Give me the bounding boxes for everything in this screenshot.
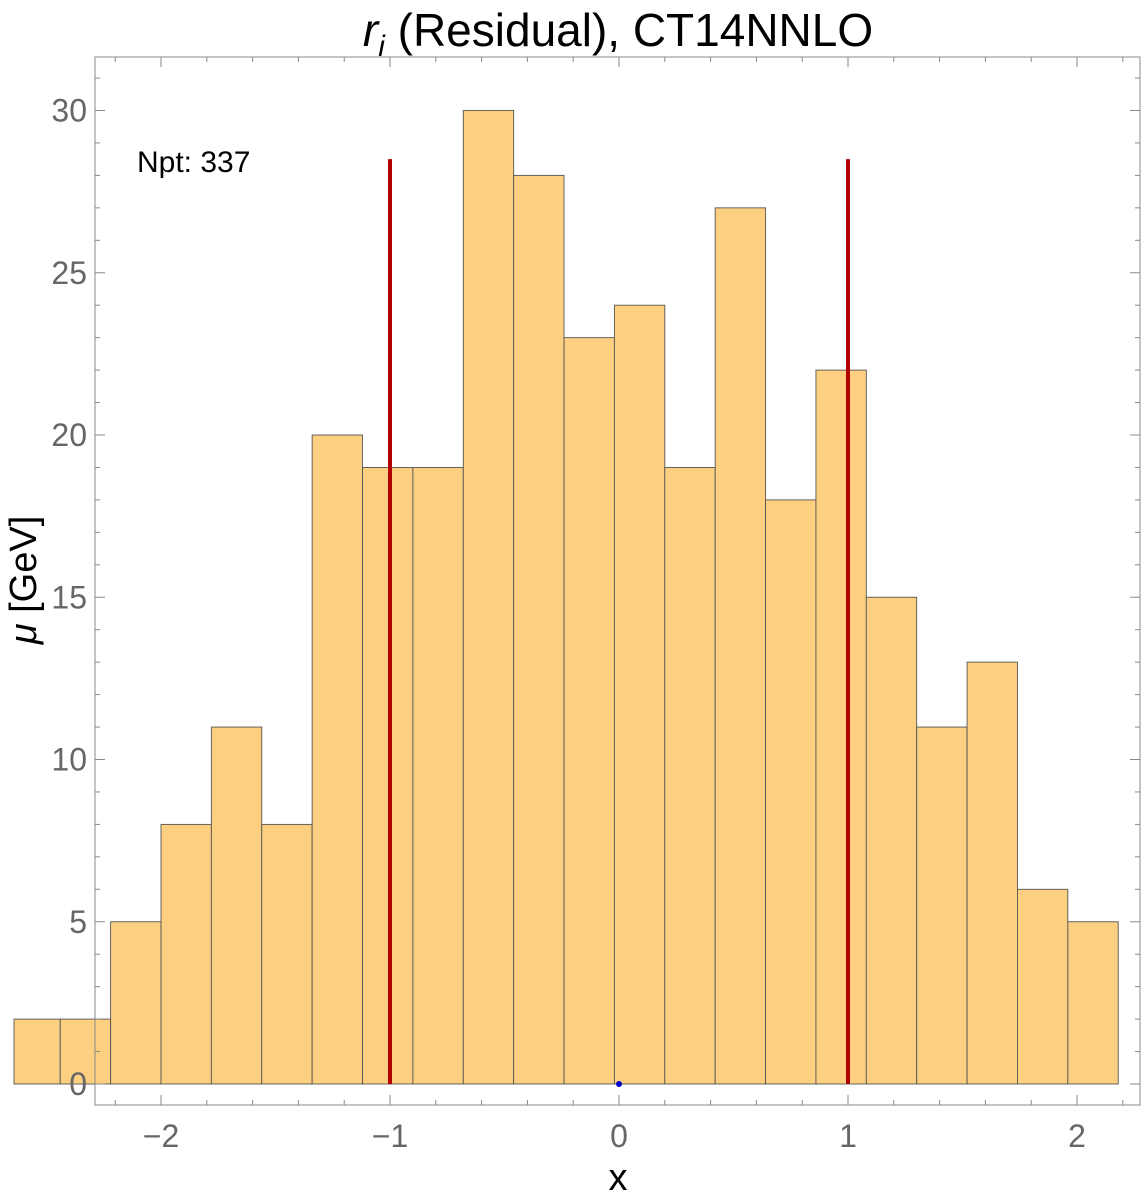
y-tick-label: 20 [51, 417, 87, 453]
histogram-bar [815, 369, 867, 1085]
chart-title-symbol: r [363, 4, 380, 56]
histogram-bar [210, 726, 263, 1085]
histogram-bar [261, 823, 313, 1085]
histogram-bar [513, 174, 565, 1085]
bars-layer [13, 110, 1119, 1085]
histogram-bar [765, 499, 817, 1085]
x-tick-label: −1 [372, 1118, 408, 1154]
histogram-bar [916, 726, 968, 1085]
histogram-bar [110, 921, 162, 1085]
x-tick-label: 0 [610, 1118, 628, 1154]
axes-layer [94, 56, 1141, 1106]
histogram-bar [412, 467, 464, 1085]
chart-title-rest: (Residual), CT14NNLO [385, 4, 873, 56]
histogram-bar [59, 1018, 112, 1085]
y-tick-label: 10 [51, 742, 87, 778]
histogram-bar [462, 110, 515, 1085]
histogram-bar [865, 596, 918, 1085]
y-tick-label: 25 [51, 255, 87, 291]
y-tick-label: 30 [51, 93, 87, 129]
y-tick-label: 5 [69, 904, 87, 940]
y-axis-label-rest: [GeV] [3, 516, 45, 624]
marker-point [616, 1081, 622, 1087]
histogram-bar [563, 337, 615, 1085]
histogram-bar [714, 207, 767, 1085]
histogram-bar [1017, 888, 1069, 1085]
plot-frame [94, 56, 1141, 1106]
y-axis-label-symbol: μ [3, 623, 45, 645]
histogram-bar [613, 304, 666, 1085]
histogram-bar [664, 467, 716, 1085]
reference-lines-layer [388, 159, 850, 1084]
histogram-bar [362, 467, 414, 1085]
y-tick-label: 15 [51, 579, 87, 615]
histogram-bar [966, 661, 1018, 1085]
y-tick-label: 0 [69, 1066, 87, 1102]
chart-title: ri (Residual), CT14NNLO [363, 4, 873, 63]
x-tick-label: −2 [143, 1118, 179, 1154]
histogram-bar [13, 1018, 61, 1085]
x-tick-label: 2 [1068, 1118, 1086, 1154]
histogram-bar [1067, 921, 1119, 1085]
npt-annotation: Npt: 337 [137, 146, 250, 179]
x-tick-label: 1 [839, 1118, 857, 1154]
x-axis-label: x [609, 1157, 628, 1199]
marker-layer [616, 1081, 622, 1087]
histogram-bar [160, 823, 212, 1085]
y-axis-label: μ [GeV] [3, 516, 45, 646]
histogram-bar [311, 434, 363, 1085]
chart-title-subscript: i [378, 30, 386, 63]
